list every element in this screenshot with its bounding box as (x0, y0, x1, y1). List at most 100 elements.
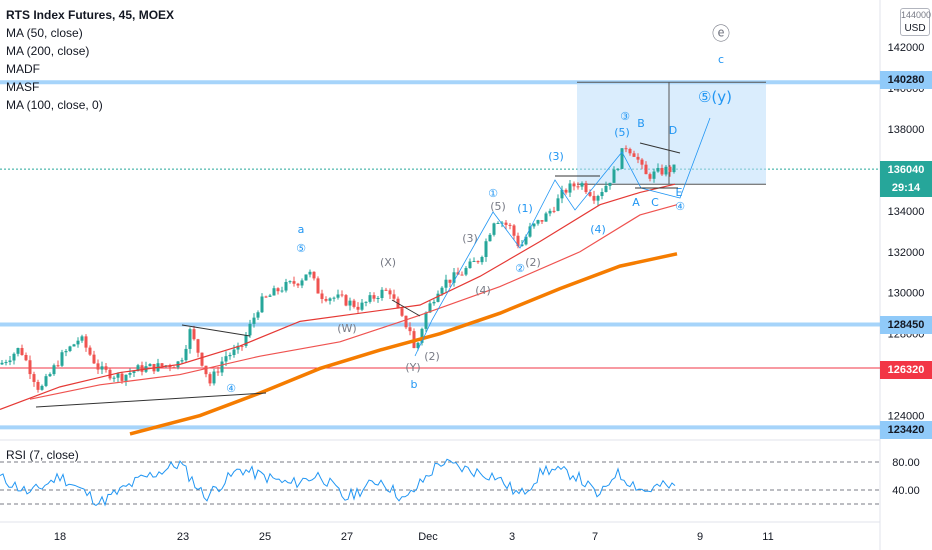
trendline-0 (35, 392, 267, 408)
candle-body (560, 189, 564, 199)
price-tick-label: 124000 (888, 411, 925, 423)
wave-label: (X) (380, 256, 396, 269)
candle-body (240, 345, 244, 347)
candle-body (288, 281, 292, 283)
candle-body (216, 371, 220, 373)
tag-140280: 140280 (880, 71, 932, 89)
candle-body (196, 339, 200, 353)
wave-label: A (632, 196, 640, 209)
wave-label: (1) (517, 202, 533, 215)
candle-body (520, 244, 524, 247)
candle-body (360, 302, 364, 310)
date-tick-label: Dec (418, 531, 438, 543)
candle-body (12, 353, 16, 361)
candle-body (632, 153, 636, 157)
candle-body (80, 336, 84, 341)
indicator-masf[interactable]: MASF (6, 80, 40, 94)
tag-countdown: 29:14 (880, 179, 932, 197)
candle-body (580, 183, 584, 187)
wave-label: (3) (548, 150, 564, 163)
candle-body (600, 192, 604, 197)
wave-label: E (676, 186, 683, 199)
candle-body (300, 280, 304, 286)
candle-body (68, 346, 72, 352)
candle-body (372, 295, 376, 299)
candle-body (528, 226, 532, 237)
candle-body (208, 374, 212, 384)
candle-body (516, 235, 520, 247)
candle-body (564, 189, 568, 193)
candle-body (76, 340, 80, 345)
candle-body (620, 148, 624, 169)
indicator-ma100[interactable]: MA (100, close, 0) (6, 98, 103, 112)
candle-body (572, 183, 576, 187)
candle-body (668, 166, 672, 173)
candle-body (248, 323, 252, 336)
candle-body (260, 296, 264, 313)
candle-body (540, 220, 544, 222)
candle-body (548, 210, 552, 214)
candle-body (140, 365, 144, 372)
candle-body (544, 213, 548, 222)
candle-body (64, 351, 68, 353)
candle-body (104, 366, 108, 370)
candle-body (556, 198, 560, 211)
candle-body (28, 360, 32, 375)
price-tick-label: 134000 (888, 206, 925, 218)
candle-body (228, 354, 232, 357)
candle-body (292, 281, 296, 284)
candle-body (96, 363, 100, 370)
date-tick-label: 25 (259, 531, 271, 543)
trendline-5 (639, 142, 681, 154)
candle-body (508, 224, 512, 226)
candles (0, 145, 676, 393)
wave-label: (W) (337, 322, 356, 335)
indicator-ma200[interactable]: MA (200, close) (6, 44, 90, 58)
rsi-label[interactable]: RSI (7, close) (6, 448, 79, 462)
rsi-tick-label: 40.00 (892, 485, 920, 497)
candle-body (504, 222, 508, 225)
chart-title: RTS Index Futures, 45, MOEX (6, 8, 175, 22)
candle-body (444, 279, 448, 288)
candle-body (280, 290, 284, 292)
candle-body (224, 356, 228, 362)
candle-body (20, 348, 24, 355)
ma-line-1 (129, 252, 678, 436)
currency-badge[interactable]: 144000 USD (900, 8, 931, 36)
elliott-waves: a⑤(X)(W)④(Y)b(2)①(5)(3)(4)(1)② (2)(4)③(3)… (35, 24, 732, 408)
indicator-ma50[interactable]: MA (50, close) (6, 26, 83, 40)
candle-body (84, 336, 88, 348)
candle-body (160, 363, 164, 367)
candle-body (384, 289, 388, 291)
candle-body (308, 271, 312, 275)
candle-body (524, 236, 528, 245)
wave-label: (2) (525, 256, 541, 269)
candle-body (304, 274, 308, 281)
candle-body (468, 261, 472, 269)
candle-body (644, 164, 648, 175)
candle-body (656, 167, 660, 172)
price-tick-label: 130000 (888, 288, 925, 300)
candle-body (484, 241, 488, 257)
candle-body (436, 293, 440, 302)
tag-126320: 126320 (880, 361, 932, 379)
wave-label: (5) (614, 126, 630, 139)
candle-body (664, 166, 668, 175)
candle-body (204, 365, 208, 375)
candle-body (212, 371, 216, 384)
candle-body (88, 347, 92, 355)
date-tick-label: 9 (697, 531, 703, 543)
indicator-madf[interactable]: MADF (6, 62, 40, 76)
wave-label: (3) (462, 232, 478, 245)
candle-body (472, 260, 476, 262)
candle-body (488, 234, 492, 242)
candle-body (268, 295, 272, 297)
candle-body (584, 183, 588, 193)
wave-label: ⑤ (296, 242, 306, 255)
candle-body (116, 373, 120, 378)
wave-path (414, 117, 711, 357)
candle-body (112, 377, 116, 379)
candle-body (356, 306, 360, 310)
candle-body (624, 148, 628, 150)
